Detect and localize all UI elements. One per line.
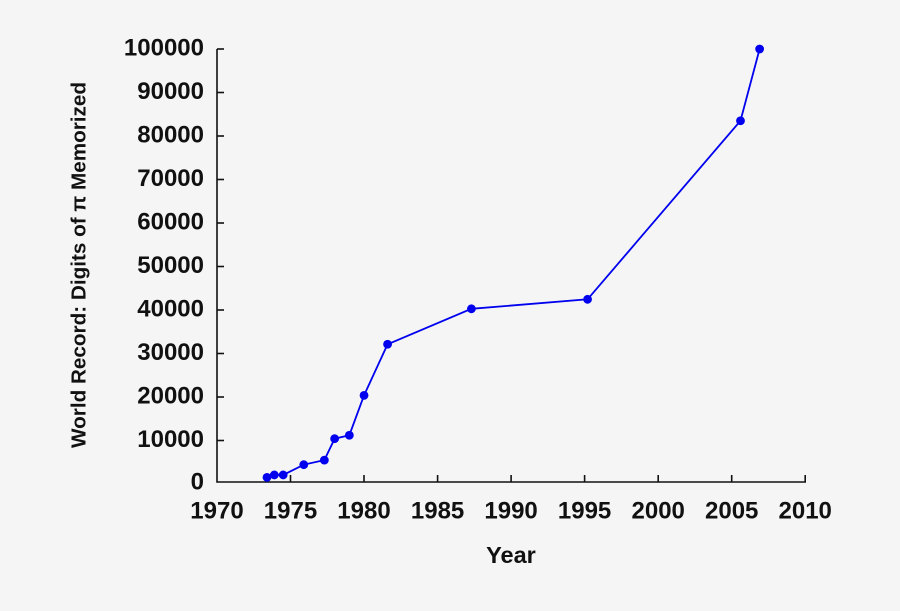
svg-text:100000: 100000 [124,35,204,62]
svg-text:2000: 2000 [632,498,685,525]
svg-text:20000: 20000 [137,383,204,410]
svg-text:Year: Year [486,542,536,568]
svg-text:2010: 2010 [779,498,832,525]
svg-text:1975: 1975 [264,498,317,525]
svg-text:2005: 2005 [705,498,758,525]
svg-text:40000: 40000 [137,296,204,323]
svg-text:10000: 10000 [137,426,204,453]
svg-text:90000: 90000 [137,78,204,105]
svg-text:1970: 1970 [190,498,243,525]
svg-text:1995: 1995 [558,498,611,525]
svg-text:50000: 50000 [137,252,204,279]
svg-text:World Record: Digits of π Memo: World Record: Digits of π Memorized [68,82,91,448]
svg-text:1980: 1980 [337,498,390,525]
svg-text:60000: 60000 [137,209,204,236]
svg-text:80000: 80000 [137,122,204,149]
svg-text:0: 0 [191,469,204,496]
svg-text:1985: 1985 [411,498,464,525]
svg-text:70000: 70000 [137,165,204,192]
svg-text:1990: 1990 [484,498,537,525]
svg-text:30000: 30000 [137,339,204,366]
